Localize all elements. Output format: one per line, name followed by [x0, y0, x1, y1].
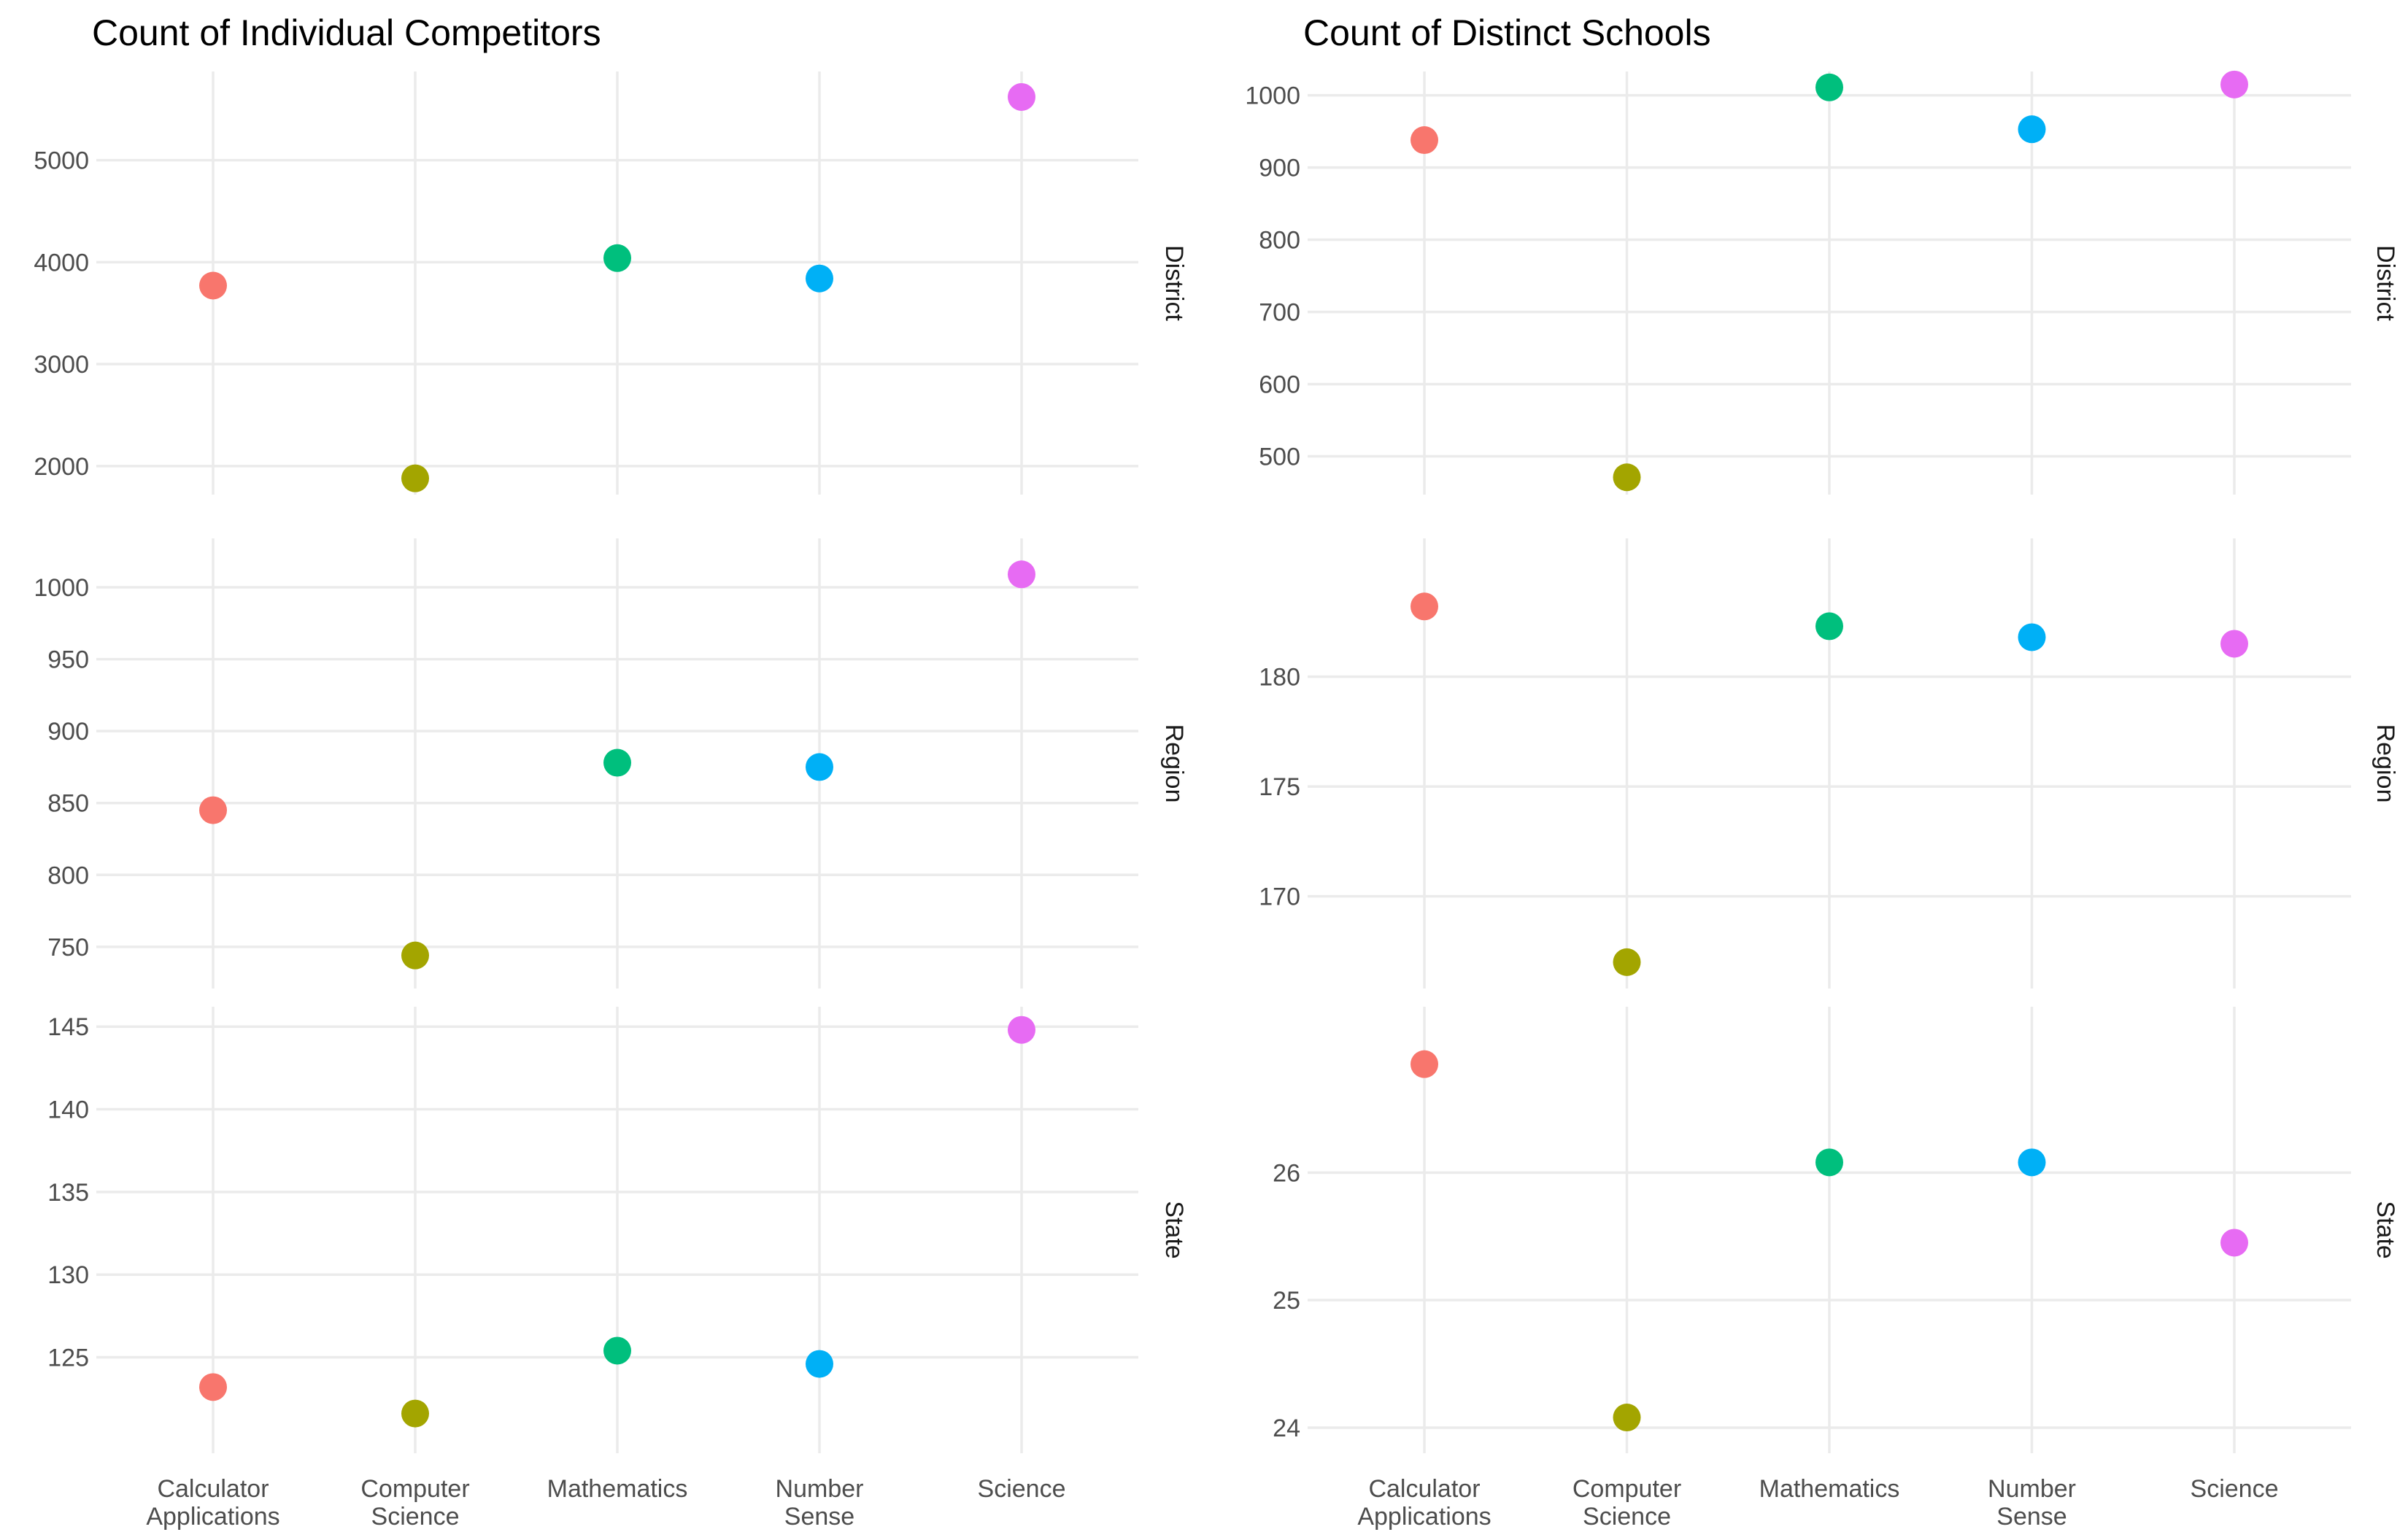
- facet-strip-label: Region: [2372, 724, 2399, 803]
- data-point: [1613, 463, 1641, 492]
- x-tick-label: Computer Science: [1572, 1475, 1681, 1531]
- facet-district: 500 600 700 800 900 1000 District: [1245, 70, 2399, 495]
- facet-strip-label: State: [1160, 1201, 1188, 1258]
- facet-strip-label: Region: [1160, 724, 1188, 803]
- data-point: [1008, 560, 1035, 589]
- data-point: [603, 748, 631, 777]
- data-point: [2018, 623, 2046, 651]
- data-point: [806, 753, 833, 781]
- facet-region: 170 175 180 Region: [1259, 538, 2399, 989]
- y-tick-label: 1000: [1245, 82, 1300, 110]
- y-tick-label: 135: [47, 1179, 89, 1207]
- data-point: [199, 1373, 227, 1401]
- y-tick-label: 140: [47, 1096, 89, 1124]
- chart-title: Count of Individual Competitors: [92, 12, 601, 53]
- data-point: [2018, 115, 2046, 144]
- data-point: [2018, 1148, 2046, 1177]
- y-tick-label: 4000: [34, 249, 89, 276]
- data-point: [1411, 592, 1438, 621]
- x-tick-label: Calculator Applications: [146, 1475, 279, 1531]
- data-point: [199, 271, 227, 300]
- y-tick-label: 145: [47, 1013, 89, 1041]
- data-point: [1008, 1015, 1035, 1044]
- data-point: [401, 464, 429, 492]
- y-tick-label: 26: [1273, 1159, 1300, 1187]
- y-tick-label: 950: [47, 646, 89, 674]
- y-tick-label: 600: [1259, 371, 1300, 399]
- y-tick-label: 5000: [34, 147, 89, 175]
- data-point: [2220, 1229, 2248, 1257]
- x-tick-label: Science: [978, 1475, 1066, 1503]
- x-tick-label: Mathematics: [1759, 1475, 1900, 1503]
- x-tick-label: Mathematics: [547, 1475, 688, 1503]
- facet-state: 125 130 135 140 145 State: [47, 1007, 1188, 1453]
- data-point: [1613, 1404, 1641, 1432]
- data-point: [1008, 82, 1035, 111]
- y-tick-label: 850: [47, 790, 89, 818]
- data-point: [806, 1350, 833, 1378]
- data-point: [1815, 1148, 1843, 1177]
- facet-region: 750 800 850 900 950 1000 Region: [34, 538, 1188, 989]
- y-tick-label: 125: [47, 1345, 89, 1372]
- x-tick-label: Calculator Applications: [1357, 1475, 1491, 1531]
- data-point: [401, 941, 429, 970]
- y-tick-label: 175: [1259, 773, 1300, 801]
- data-point: [401, 1399, 429, 1428]
- y-tick-label: 500: [1259, 444, 1300, 471]
- data-point: [1411, 126, 1438, 155]
- data-point: [1815, 612, 1843, 641]
- y-tick-label: 170: [1259, 883, 1300, 911]
- x-tick-label: Number Sense: [1988, 1475, 2076, 1531]
- y-tick-label: 130: [47, 1261, 89, 1289]
- data-point: [2220, 70, 2248, 98]
- y-tick-label: 3000: [34, 351, 89, 379]
- y-tick-label: 900: [1259, 155, 1300, 182]
- data-point: [1613, 948, 1641, 976]
- data-point: [603, 244, 631, 272]
- data-point: [1411, 1050, 1438, 1078]
- y-tick-label: 800: [47, 862, 89, 889]
- chart-0: Count of Individual Competitors 2000 3000 4…: [34, 12, 1188, 1531]
- y-tick-label: 24: [1273, 1415, 1300, 1442]
- chart-title: Count of Distinct Schools: [1303, 12, 1711, 53]
- y-tick-label: 1000: [34, 574, 89, 602]
- y-tick-label: 800: [1259, 227, 1300, 255]
- data-point: [199, 796, 227, 824]
- y-tick-label: 180: [1259, 664, 1300, 692]
- facet-strip-label: District: [2372, 245, 2399, 321]
- data-point: [603, 1336, 631, 1365]
- data-point: [806, 264, 833, 293]
- facet-strip-label: State: [2372, 1201, 2399, 1258]
- data-point: [1815, 73, 1843, 101]
- x-tick-label: Number Sense: [776, 1475, 864, 1531]
- y-tick-label: 900: [47, 718, 89, 746]
- y-tick-label: 700: [1259, 299, 1300, 327]
- y-tick-label: 2000: [34, 453, 89, 481]
- facet-state: 24 25 26 State: [1273, 1007, 2399, 1453]
- facet-strip-label: District: [1160, 245, 1188, 321]
- x-tick-label: Science: [2191, 1475, 2279, 1503]
- data-point: [2220, 630, 2248, 658]
- y-tick-label: 25: [1273, 1287, 1300, 1315]
- chart-1: Count of Distinct Schools 500 600 700 800 900…: [1245, 12, 2399, 1531]
- facet-district: 2000 3000 4000 5000 District: [34, 71, 1188, 495]
- y-tick-label: 750: [47, 934, 89, 962]
- x-tick-label: Computer Science: [360, 1475, 469, 1531]
